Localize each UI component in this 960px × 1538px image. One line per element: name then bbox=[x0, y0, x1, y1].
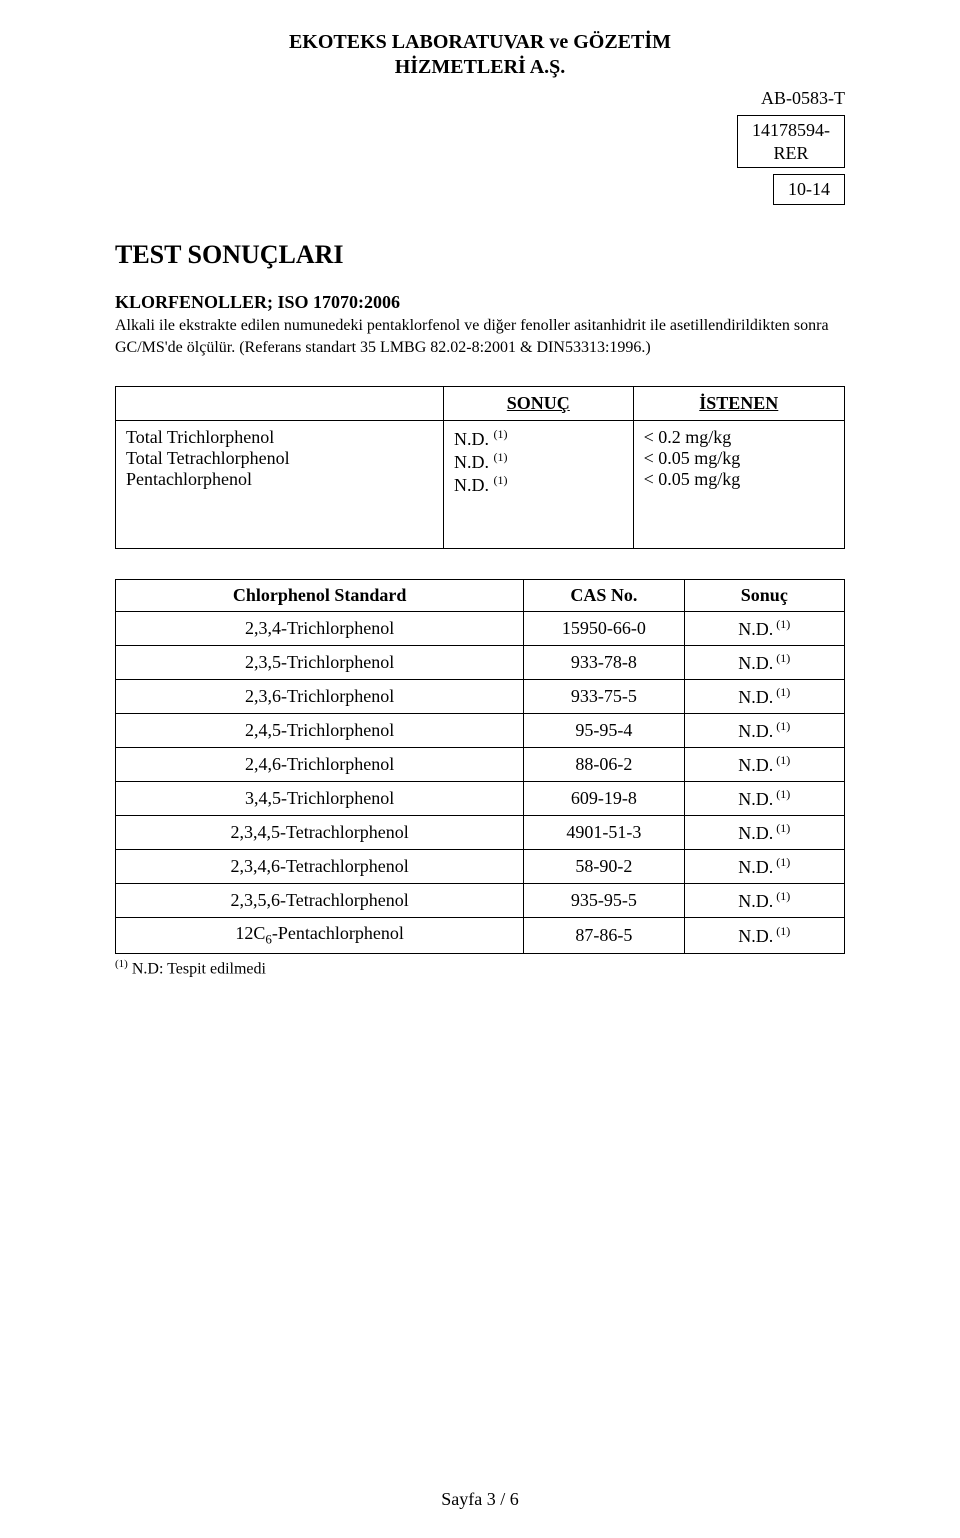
cas-number: 933-78-8 bbox=[524, 646, 684, 680]
cas-result: N.D. (1) bbox=[684, 680, 844, 714]
results-header-empty bbox=[116, 387, 444, 421]
cas-result: N.D. (1) bbox=[684, 884, 844, 918]
row-sup: (1) bbox=[494, 473, 508, 487]
table-row: 2,3,4-Trichlorphenol15950-66-0N.D. (1) bbox=[116, 612, 845, 646]
table-row: 2,3,4,5-Tetrachlorphenol4901-51-3N.D. (1… bbox=[116, 816, 845, 850]
row-sup: (1) bbox=[494, 450, 508, 464]
cas-header-casno: CAS No. bbox=[524, 580, 684, 612]
cas-number: 933-75-5 bbox=[524, 680, 684, 714]
doc-header: EKOTEKS LABORATUVAR ve GÖZETİM HİZMETLER… bbox=[115, 30, 845, 80]
table-row: 2,3,4,6-Tetrachlorphenol58-90-2N.D. (1) bbox=[116, 850, 845, 884]
pages-box: 10-14 bbox=[773, 174, 845, 205]
ref-line2: RER bbox=[773, 143, 808, 163]
cas-name: 12C6-Pentachlorphenol bbox=[116, 918, 524, 954]
table-row: 2,4,6-Trichlorphenol88-06-2N.D. (1) bbox=[116, 748, 845, 782]
page-footer: Sayfa 3 / 6 bbox=[0, 1489, 960, 1510]
cas-header-sonuc: Sonuç bbox=[684, 580, 844, 612]
cas-number: 95-95-4 bbox=[524, 714, 684, 748]
cas-table: Chlorphenol Standard CAS No. Sonuç 2,3,4… bbox=[115, 579, 845, 954]
ref-line1: 14178594- bbox=[752, 120, 830, 140]
header-line1: EKOTEKS LABORATUVAR ve GÖZETİM bbox=[115, 30, 845, 55]
results-header-sonuc: SONUÇ bbox=[444, 387, 634, 421]
cas-number: 15950-66-0 bbox=[524, 612, 684, 646]
row-value: N.D. bbox=[454, 429, 489, 449]
cas-result: N.D. (1) bbox=[684, 918, 844, 954]
row-value: N.D. bbox=[454, 475, 489, 495]
cas-name: 2,3,4-Trichlorphenol bbox=[116, 612, 524, 646]
cas-number: 935-95-5 bbox=[524, 884, 684, 918]
ref-box: 14178594- RER bbox=[737, 115, 845, 168]
cas-number: 87-86-5 bbox=[524, 918, 684, 954]
table-row: < 0.2 mg/kg < 0.05 mg/kg < 0.05 mg/kg bbox=[633, 421, 844, 549]
table-row: 2,4,5-Trichlorphenol95-95-4N.D. (1) bbox=[116, 714, 845, 748]
results-table: SONUÇ İSTENEN Total Trichlorphenol Total… bbox=[115, 386, 845, 549]
row-sup: (1) bbox=[494, 427, 508, 441]
row-label: Pentachlorphenol bbox=[126, 469, 433, 490]
cas-name: 2,4,6-Trichlorphenol bbox=[116, 748, 524, 782]
row-req: < 0.05 mg/kg bbox=[644, 448, 834, 469]
footnote-sup: (1) bbox=[115, 958, 128, 970]
cas-name: 2,4,5-Trichlorphenol bbox=[116, 714, 524, 748]
cas-result: N.D. (1) bbox=[684, 748, 844, 782]
cas-result: N.D. (1) bbox=[684, 646, 844, 680]
row-req: < 0.2 mg/kg bbox=[644, 427, 834, 448]
cas-result: N.D. (1) bbox=[684, 782, 844, 816]
cas-name: 3,4,5-Trichlorphenol bbox=[116, 782, 524, 816]
cas-name: 2,3,4,6-Tetrachlorphenol bbox=[116, 850, 524, 884]
results-header-istenen: İSTENEN bbox=[633, 387, 844, 421]
top-right-block: AB-0583-T 14178594- RER 10-14 bbox=[737, 88, 845, 205]
row-label: Total Tetrachlorphenol bbox=[126, 448, 433, 469]
cas-result: N.D. (1) bbox=[684, 816, 844, 850]
row-label: Total Trichlorphenol bbox=[126, 427, 433, 448]
section-title: TEST SONUÇLARI bbox=[115, 240, 845, 270]
cas-number: 609-19-8 bbox=[524, 782, 684, 816]
cas-header-standard: Chlorphenol Standard bbox=[116, 580, 524, 612]
method-title: KLORFENOLLER; ISO 17070:2006 bbox=[115, 292, 845, 313]
ab-code: AB-0583-T bbox=[737, 88, 845, 109]
table-row: Total Trichlorphenol Total Tetrachlorphe… bbox=[116, 421, 444, 549]
footnote-text: N.D: Tespit edilmedi bbox=[128, 960, 266, 977]
cas-number: 58-90-2 bbox=[524, 850, 684, 884]
table-row: 3,4,5-Trichlorphenol609-19-8N.D. (1) bbox=[116, 782, 845, 816]
cas-number: 88-06-2 bbox=[524, 748, 684, 782]
cas-name: 2,3,4,5-Tetrachlorphenol bbox=[116, 816, 524, 850]
table-row: 12C6-Pentachlorphenol87-86-5N.D. (1) bbox=[116, 918, 845, 954]
header-line2: HİZMETLERİ A.Ş. bbox=[115, 55, 845, 80]
row-value: N.D. bbox=[454, 452, 489, 472]
cas-result: N.D. (1) bbox=[684, 850, 844, 884]
cas-name: 2,3,6-Trichlorphenol bbox=[116, 680, 524, 714]
cas-name: 2,3,5,6-Tetrachlorphenol bbox=[116, 884, 524, 918]
method-desc: Alkali ile ekstrakte edilen numunedeki p… bbox=[115, 315, 845, 358]
cas-number: 4901-51-3 bbox=[524, 816, 684, 850]
row-req: < 0.05 mg/kg bbox=[644, 469, 834, 490]
table-row: 2,3,6-Trichlorphenol933-75-5N.D. (1) bbox=[116, 680, 845, 714]
cas-result: N.D. (1) bbox=[684, 714, 844, 748]
table-row: N.D. (1) N.D. (1) N.D. (1) bbox=[444, 421, 634, 549]
table-row: 2,3,5-Trichlorphenol933-78-8N.D. (1) bbox=[116, 646, 845, 680]
cas-result: N.D. (1) bbox=[684, 612, 844, 646]
table-row: 2,3,5,6-Tetrachlorphenol935-95-5N.D. (1) bbox=[116, 884, 845, 918]
cas-name: 2,3,5-Trichlorphenol bbox=[116, 646, 524, 680]
footnote: (1) N.D: Tespit edilmedi bbox=[115, 958, 845, 978]
